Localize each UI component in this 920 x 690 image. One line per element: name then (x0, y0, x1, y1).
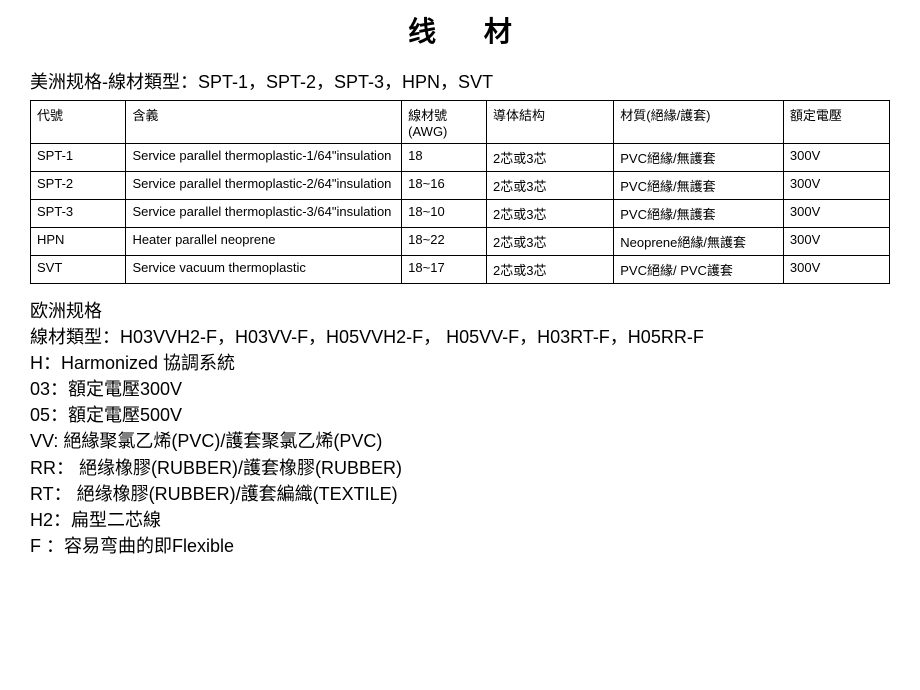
europe-def-line: H：Harmonized 協調系統 (30, 350, 890, 376)
table-row: SPT-2Service parallel thermoplastic-2/64… (31, 172, 890, 200)
header-voltage: 額定電壓 (783, 101, 889, 144)
cell-conductor: 2芯或3芯 (486, 144, 613, 172)
america-label: 美洲规格-線材類型： (30, 72, 198, 92)
cell-meaning: Service parallel thermoplastic-2/64"insu… (126, 172, 402, 200)
cell-meaning: Heater parallel neoprene (126, 228, 402, 256)
europe-section: 欧洲规格 線材類型：H03VVH2-F，H03VV-F，H05VVH2-F， H… (30, 298, 890, 559)
cell-meaning: Service vacuum thermoplastic (126, 256, 402, 284)
cell-material: PVC絕緣/無護套 (614, 200, 784, 228)
cell-awg: 18~17 (402, 256, 487, 284)
europe-def-line: F ：容易弯曲的即Flexible (30, 533, 890, 559)
cell-material: Neoprene絕緣/無護套 (614, 228, 784, 256)
cell-meaning: Service parallel thermoplastic-3/64"insu… (126, 200, 402, 228)
table-row: SPT-3Service parallel thermoplastic-3/64… (31, 200, 890, 228)
europe-def-line: 05：額定電壓500V (30, 402, 890, 428)
cell-code: HPN (31, 228, 126, 256)
europe-heading: 欧洲规格 (30, 298, 890, 324)
cell-meaning: Service parallel thermoplastic-1/64"insu… (126, 144, 402, 172)
cell-voltage: 300V (783, 200, 889, 228)
america-spec-line: 美洲规格-線材類型：SPT-1，SPT-2，SPT-3，HPN，SVT (30, 68, 890, 94)
table-header-row: 代號 含義 線材號(AWG) 導体結构 材質(絕緣/護套) 額定電壓 (31, 101, 890, 144)
europe-types-label: 線材類型： (30, 327, 120, 347)
table-body: SPT-1Service parallel thermoplastic-1/64… (31, 144, 890, 284)
header-conductor: 導体結构 (486, 101, 613, 144)
cell-material: PVC絕緣/無護套 (614, 144, 784, 172)
table-row: HPNHeater parallel neoprene18~222芯或3芯Neo… (31, 228, 890, 256)
europe-def-line: RT： 絕缘橡膠(RUBBER)/護套編織(TEXTILE) (30, 481, 890, 507)
cell-conductor: 2芯或3芯 (486, 256, 613, 284)
europe-def-line: H2：扁型二芯線 (30, 507, 890, 533)
cell-code: SPT-1 (31, 144, 126, 172)
header-meaning: 含義 (126, 101, 402, 144)
cell-code: SPT-2 (31, 172, 126, 200)
cell-voltage: 300V (783, 144, 889, 172)
table-row: SPT-1Service parallel thermoplastic-1/64… (31, 144, 890, 172)
cell-awg: 18~10 (402, 200, 487, 228)
wire-spec-table: 代號 含義 線材號(AWG) 導体結构 材質(絕緣/護套) 額定電壓 SPT-1… (30, 100, 890, 284)
table-row: SVTService vacuum thermoplastic18~172芯或3… (31, 256, 890, 284)
europe-types-line: 線材類型：H03VVH2-F，H03VV-F，H05VVH2-F， H05VV-… (30, 324, 890, 350)
cell-awg: 18~22 (402, 228, 487, 256)
cell-awg: 18 (402, 144, 487, 172)
cell-awg: 18~16 (402, 172, 487, 200)
europe-def-line: RR： 絕缘橡膠(RUBBER)/護套橡膠(RUBBER) (30, 455, 890, 481)
cell-conductor: 2芯或3芯 (486, 228, 613, 256)
europe-def-line: 03：額定電壓300V (30, 376, 890, 402)
page-title: 线 材 (30, 10, 890, 50)
header-material: 材質(絕緣/護套) (614, 101, 784, 144)
header-awg: 線材號(AWG) (402, 101, 487, 144)
header-code: 代號 (31, 101, 126, 144)
cell-voltage: 300V (783, 228, 889, 256)
cell-voltage: 300V (783, 256, 889, 284)
cell-conductor: 2芯或3芯 (486, 200, 613, 228)
cell-voltage: 300V (783, 172, 889, 200)
cell-conductor: 2芯或3芯 (486, 172, 613, 200)
cell-code: SPT-3 (31, 200, 126, 228)
cell-material: PVC絕緣/ PVC護套 (614, 256, 784, 284)
europe-def-line: VV: 絕緣聚氯乙烯(PVC)/護套聚氯乙烯(PVC) (30, 428, 890, 454)
cell-material: PVC絕緣/無護套 (614, 172, 784, 200)
europe-types: H03VVH2-F，H03VV-F，H05VVH2-F， H05VV-F，H03… (120, 327, 704, 347)
europe-definitions: H：Harmonized 協調系統03：額定電壓300V05：額定電壓500VV… (30, 350, 890, 559)
cell-code: SVT (31, 256, 126, 284)
america-types: SPT-1，SPT-2，SPT-3，HPN，SVT (198, 72, 493, 92)
